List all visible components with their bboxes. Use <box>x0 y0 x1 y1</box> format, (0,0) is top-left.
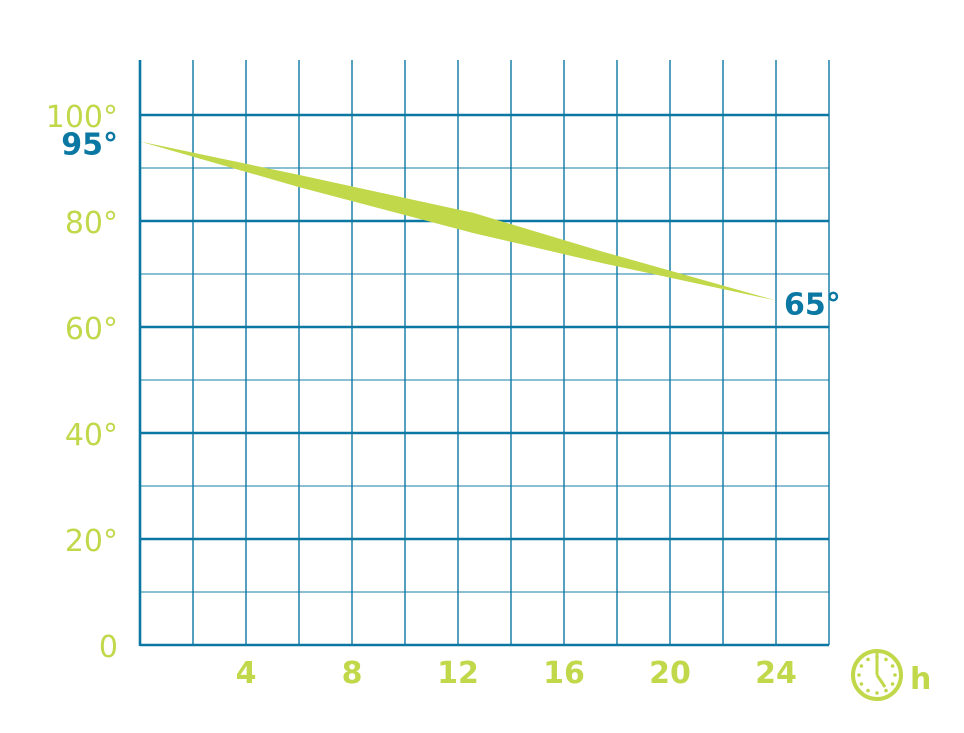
clock-tick <box>890 682 895 686</box>
clock-tick <box>875 691 879 695</box>
clock-tick <box>859 664 864 668</box>
x-unit-label: h <box>910 662 931 697</box>
x-tick-label: 4 <box>236 656 257 691</box>
clock-tick <box>884 657 888 662</box>
clock-tick <box>859 682 864 686</box>
x-tick-label: 12 <box>437 656 479 691</box>
y-tick-label: 100° <box>46 100 118 135</box>
x-tick-label: 8 <box>342 656 363 691</box>
x-tick-label: 24 <box>755 656 797 691</box>
clock-face <box>851 649 903 701</box>
clock-tick <box>857 673 861 677</box>
temperature-band <box>140 141 776 301</box>
y-tick-label: 80° <box>65 206 118 241</box>
y-tick-label: 0 <box>99 630 118 665</box>
clock-tick <box>890 664 895 668</box>
annotation-start-value: 95° <box>61 128 118 163</box>
y-tick-label: 60° <box>65 312 118 347</box>
x-tick-label: 20 <box>649 656 691 691</box>
clock-icon <box>851 649 903 701</box>
clock-tick <box>884 688 888 693</box>
clock-tick <box>866 688 870 693</box>
clock-tick <box>893 673 897 677</box>
clock-tick <box>866 657 870 662</box>
clock-hand <box>875 674 887 688</box>
annotation-end-value: 65° <box>784 288 841 323</box>
y-tick-label: 20° <box>65 524 118 559</box>
x-tick-label: 16 <box>543 656 585 691</box>
y-tick-label: 40° <box>65 418 118 453</box>
